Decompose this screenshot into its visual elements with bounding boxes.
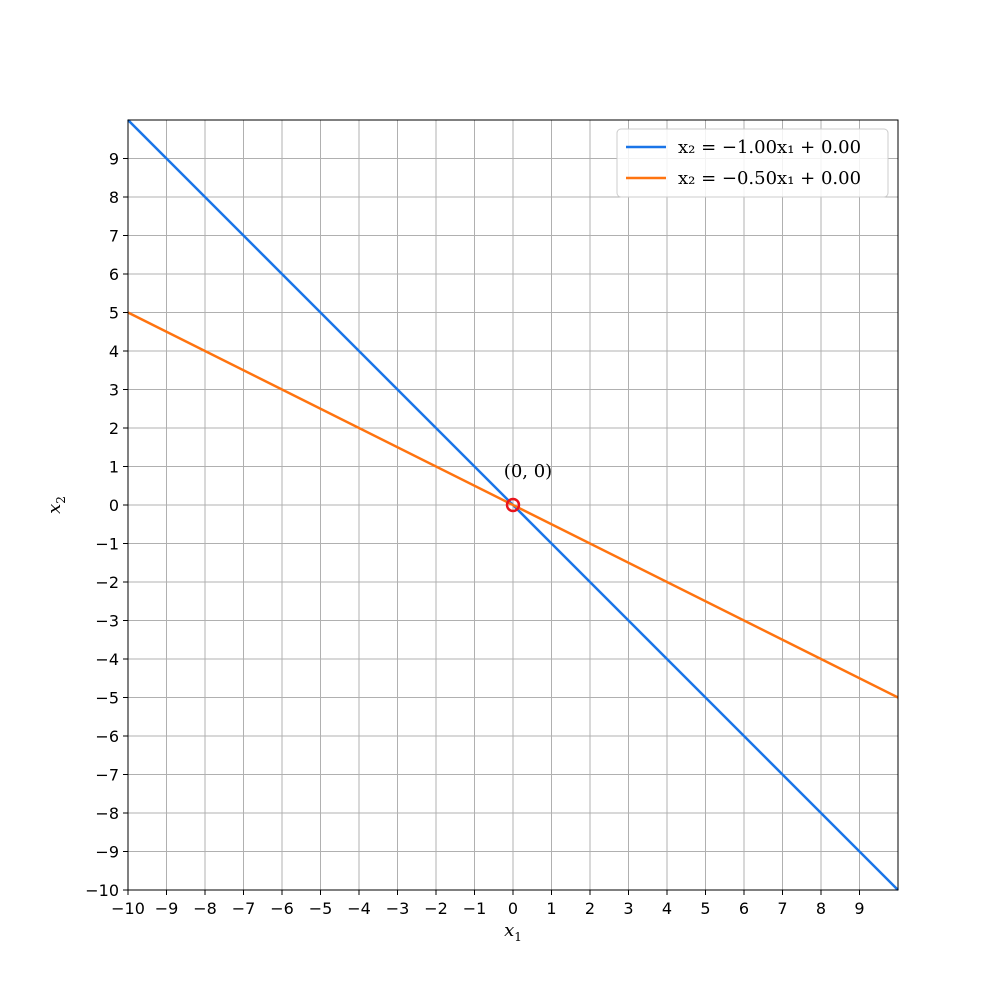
legend: x₂ = −1.00x₁ + 0.00 x₂ = −0.50x₁ + 0.00 xyxy=(616,128,889,198)
x-tick-label: −2 xyxy=(424,899,448,918)
x-axis-label: x1 xyxy=(504,920,522,944)
legend-box xyxy=(616,128,889,198)
series-line-2 xyxy=(127,311,899,699)
x-tick-label: 0 xyxy=(508,899,518,918)
point-label: (0, 0) xyxy=(504,461,552,482)
y-tick-label: 2 xyxy=(109,419,119,438)
y-tick-label: 1 xyxy=(109,458,119,477)
x-tick-label: 1 xyxy=(546,899,556,918)
y-tick-label: −4 xyxy=(95,650,119,669)
x-tick-label: 7 xyxy=(777,899,787,918)
y-tick-label: −1 xyxy=(95,535,119,554)
x-tick-label: −5 xyxy=(309,899,333,918)
x-tick-label: −8 xyxy=(193,899,217,918)
x-tick-label: 8 xyxy=(816,899,826,918)
x-tick-label: −7 xyxy=(232,899,256,918)
axis-ticks: −10 −9 −8 −7 −6 −5 −4 −3 −2 −1 0 1 2 3 4 5 6 7 8 9−10−9−8−7… xyxy=(85,150,864,919)
y-tick-label: −2 xyxy=(95,573,119,592)
x-tick-label: 6 xyxy=(739,899,749,918)
y-tick-label: −6 xyxy=(95,727,119,746)
x-tick-label: −9 xyxy=(155,899,179,918)
y-tick-label: 8 xyxy=(109,188,119,207)
legend-label: x₂ = −0.50x₁ + 0.00 xyxy=(678,168,861,189)
y-tick-label: 3 xyxy=(109,381,119,400)
y-tick-label: −10 xyxy=(85,881,119,900)
annotated-points: (0, 0) xyxy=(504,461,552,513)
x-tick-label: 5 xyxy=(700,899,710,918)
x-tick-label: −10 xyxy=(111,899,145,918)
point-marker xyxy=(505,497,521,513)
x-tick-label: 4 xyxy=(662,899,672,918)
x-tick-label: 9 xyxy=(854,899,864,918)
x-tick-label: −1 xyxy=(463,899,487,918)
y-tick-label: 7 xyxy=(109,227,119,246)
series-lines xyxy=(127,119,899,891)
y-tick-label: 5 xyxy=(109,304,119,323)
y-tick-label: −3 xyxy=(95,612,119,631)
y-tick-label: 9 xyxy=(109,150,119,169)
x-tick-label: −4 xyxy=(347,899,371,918)
legend-label: x₂ = −1.00x₁ + 0.00 xyxy=(678,137,861,158)
x-tick-label: 3 xyxy=(623,899,633,918)
y-tick-label: 6 xyxy=(109,265,119,284)
y-tick-label: −9 xyxy=(95,843,119,862)
x-tick-label: −3 xyxy=(386,899,410,918)
y-tick-label: −8 xyxy=(95,804,119,823)
x-tick-label: −6 xyxy=(270,899,294,918)
y-tick-label: 0 xyxy=(109,496,119,515)
y-tick-label: −7 xyxy=(95,766,119,785)
y-tick-label: −5 xyxy=(95,689,119,708)
x-tick-label: 2 xyxy=(585,899,595,918)
y-tick-label: 4 xyxy=(109,342,119,361)
y-axis-label: x2 xyxy=(44,496,68,514)
